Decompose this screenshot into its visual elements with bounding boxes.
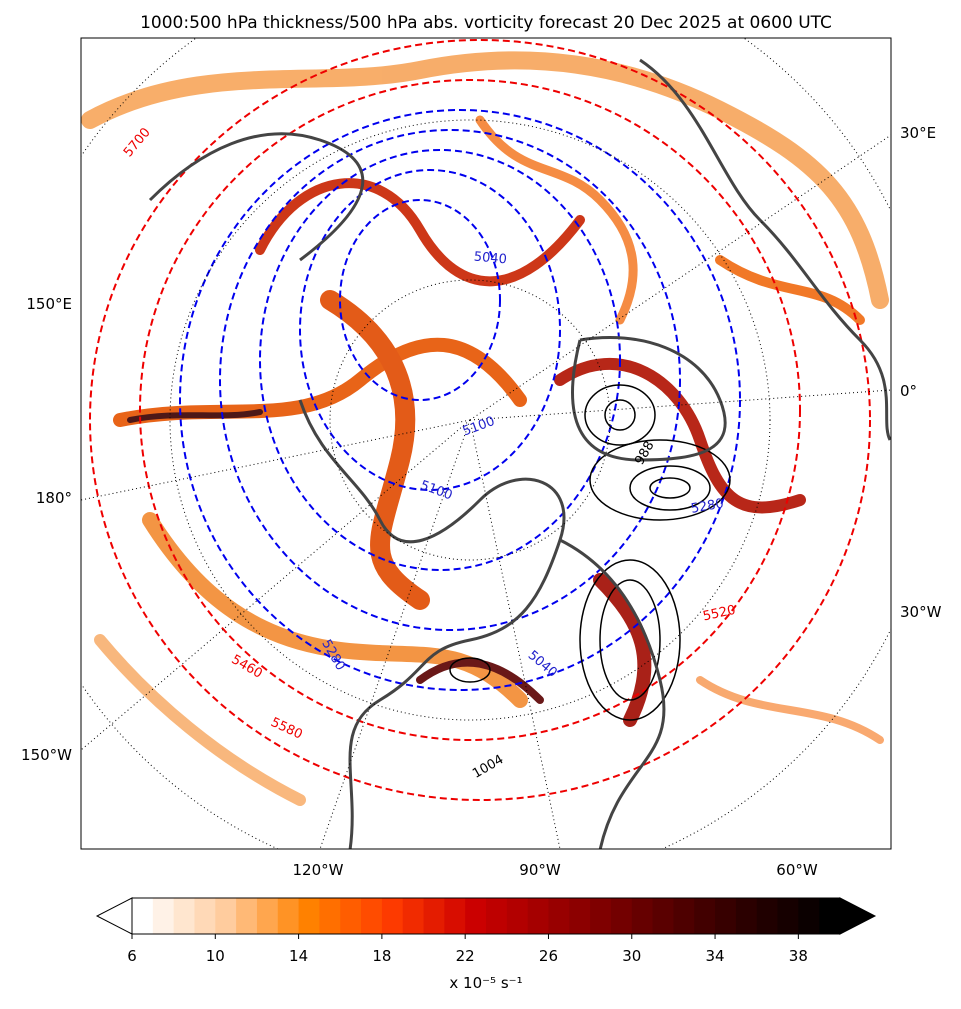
colorbar-segment <box>340 898 362 934</box>
map-field <box>81 38 891 849</box>
graticule-label: 0° <box>900 382 917 400</box>
colorbar-segment <box>694 898 716 934</box>
colorbar-tick-label: 30 <box>622 947 641 965</box>
graticule-label: 90°W <box>519 861 561 879</box>
colorbar-segment <box>361 898 383 934</box>
graticule-label: 60°W <box>776 861 818 879</box>
colorbar-segment <box>673 898 695 934</box>
colorbar-tick-label: 38 <box>789 947 808 965</box>
colorbar-segment <box>735 898 758 934</box>
colorbar-segment <box>486 898 508 934</box>
colorbar-segment <box>444 898 466 934</box>
colorbar-tick-label: 6 <box>127 947 137 965</box>
colorbar-segment <box>610 898 633 934</box>
graticule-label: 30°E <box>900 124 936 142</box>
thickness-label: 5040 <box>473 250 507 268</box>
title: 1000:500 hPa thickness/500 hPa abs. vort… <box>140 13 832 33</box>
colorbar-segment <box>298 898 320 934</box>
colorbar-segment <box>381 898 404 934</box>
colorbar-segment <box>256 898 279 934</box>
graticule-label: 120°W <box>293 861 344 879</box>
colorbar-tick-label: 18 <box>372 947 391 965</box>
colorbar-tick-label: 14 <box>289 947 308 965</box>
graticule-label: 150°W <box>21 746 72 764</box>
colorbar-segment <box>631 898 654 934</box>
colorbar-frame <box>131 897 841 935</box>
colorbar-label: x 10⁻⁵ s⁻¹ <box>449 974 522 992</box>
colorbar-segment <box>777 898 799 934</box>
colorbar-tick-label: 22 <box>456 947 475 965</box>
colorbar-segment <box>152 898 175 934</box>
colorbar-segment <box>548 898 570 934</box>
colorbar-segment <box>465 898 487 934</box>
graticule-label: 30°W <box>900 603 942 621</box>
colorbar-segment <box>652 898 674 934</box>
colorbar-tick-label: 10 <box>206 947 225 965</box>
graticule-label: 180° <box>36 489 72 507</box>
colorbar-segment <box>132 898 154 934</box>
colorbar-segment <box>590 898 612 934</box>
colorbar-segment <box>277 898 300 934</box>
thickness-label: 5520 <box>702 603 737 625</box>
colorbar-segment <box>173 898 195 934</box>
colorbar-segment <box>236 898 258 934</box>
colorbar-extend-high <box>839 897 877 935</box>
colorbar-segment <box>798 898 820 934</box>
graticule-label: 150°E <box>26 295 72 313</box>
colorbar-tick-label: 34 <box>706 947 725 965</box>
colorbar-segment <box>819 898 841 934</box>
colorbar-segment <box>506 898 529 934</box>
colorbar-segment <box>715 898 737 934</box>
thickness-label: 5280 <box>690 496 725 517</box>
colorbar-tick-label: 26 <box>539 947 558 965</box>
colorbar-segment <box>194 898 216 934</box>
colorbar-segment <box>527 898 549 934</box>
colorbar-segment <box>402 898 425 934</box>
colorbar-segment <box>215 898 237 934</box>
colorbar-extend-low <box>95 897 133 935</box>
colorbar-segment <box>569 898 591 934</box>
colorbar-segment <box>423 898 445 934</box>
map-frame <box>80 37 892 850</box>
colorbar-segment <box>319 898 341 934</box>
colorbar-segment <box>756 898 779 934</box>
